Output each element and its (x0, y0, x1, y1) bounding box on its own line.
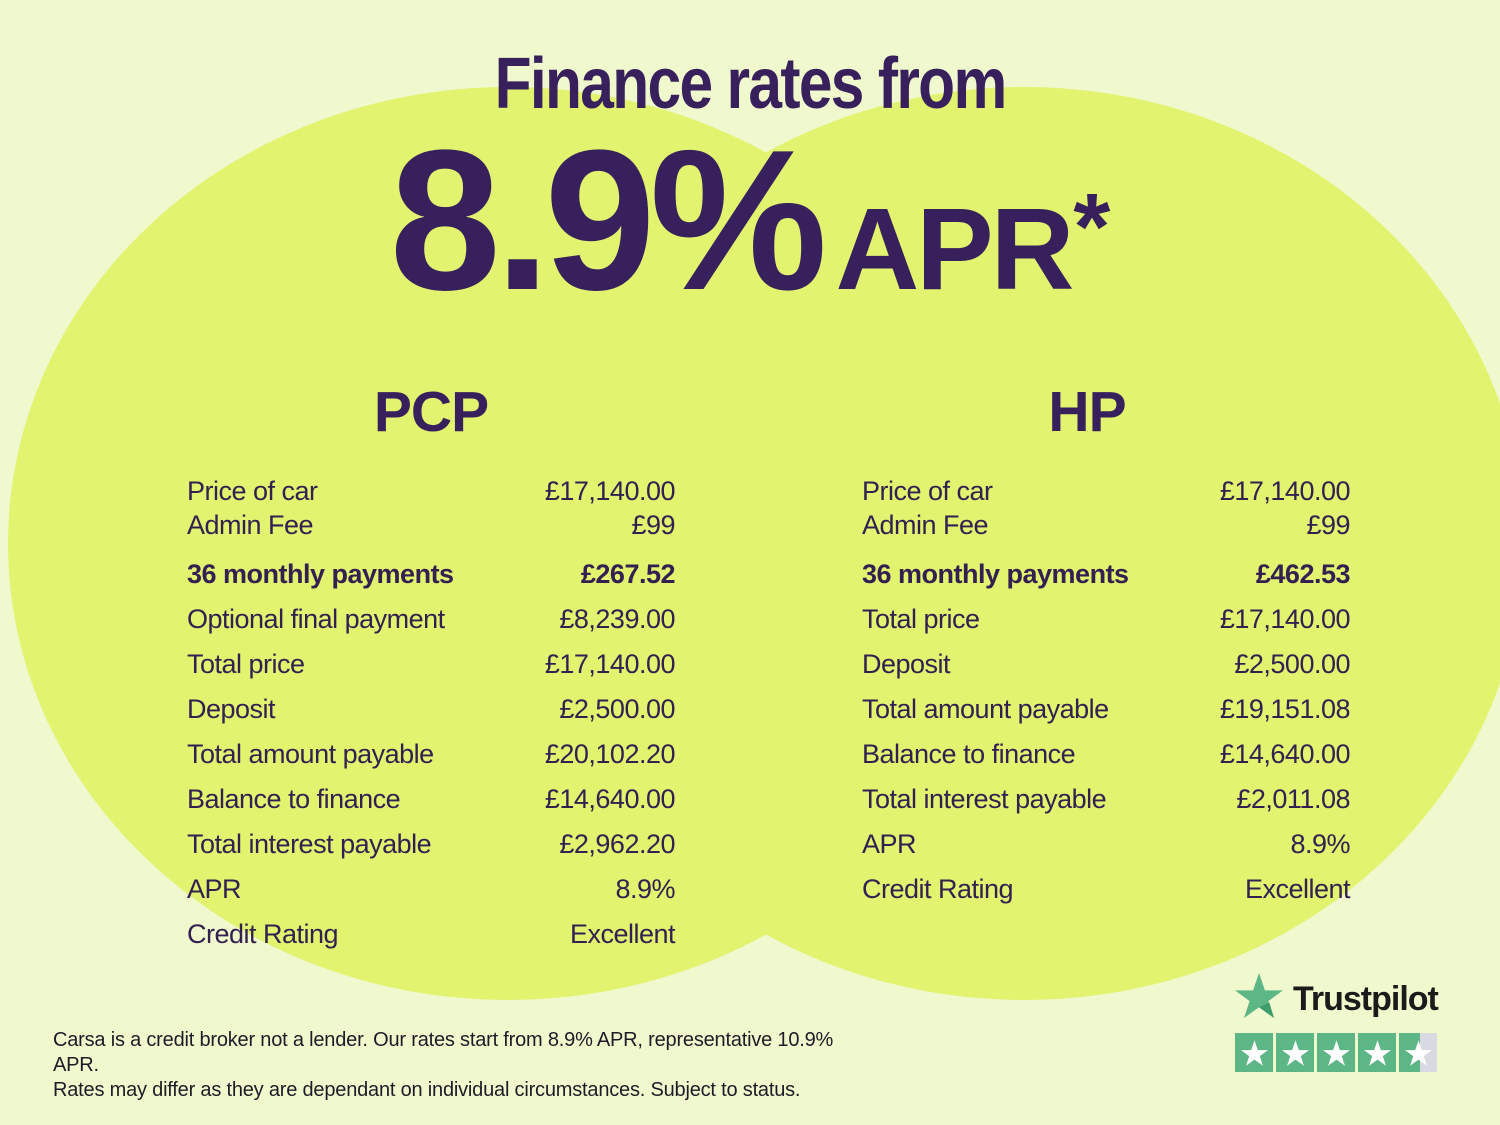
row-value: £2,500.00 (1234, 649, 1350, 679)
star-icon (1240, 1039, 1268, 1066)
table-row: Price of car £17,140.00 (187, 474, 676, 508)
row-label: Total price (187, 649, 305, 679)
table-row: Deposit £2,500.00 (187, 687, 675, 732)
pcp-column-header: PCP (373, 380, 489, 444)
row-value: £99 (1306, 509, 1350, 540)
row-label: Balance to finance (187, 784, 401, 814)
row-label: Balance to finance (862, 739, 1076, 769)
row-label: Deposit (187, 694, 276, 724)
row-value: £14,640.00 (1219, 739, 1351, 769)
hero-asterisk: * (1073, 174, 1111, 280)
star-icon (1404, 1039, 1432, 1066)
row-value: 8.9% (1290, 829, 1350, 859)
row-label: APR (187, 874, 242, 904)
row-label: APR (862, 829, 917, 859)
row-label: Admin Fee (187, 509, 314, 540)
row-label: Optional final payment (187, 604, 445, 634)
trustpilot-logo: Trustpilot (1235, 973, 1439, 1018)
row-value: £17,140.00 (1219, 604, 1351, 634)
table-row: Credit Rating Excellent (187, 912, 676, 957)
table-row: 36 monthly payments £267.52 (187, 552, 676, 597)
row-label: Total interest payable (862, 784, 1107, 814)
table-row: Deposit £2,500.00 (862, 642, 1350, 687)
rating-star-box (1317, 1033, 1355, 1072)
background-circle-right (524, 87, 1500, 1000)
row-value: £99 (631, 509, 675, 540)
row-label: Price of car (187, 475, 318, 506)
table-row: Total price £17,140.00 (862, 597, 1351, 642)
star-icon (1363, 1039, 1391, 1066)
page-title-text: Finance rates from (494, 44, 1008, 124)
row-value: £20,102.20 (544, 739, 676, 769)
row-value: 8.9% (615, 874, 675, 904)
trustpilot-wordmark: Trustpilot (1293, 980, 1439, 1018)
rating-star-box (1235, 1033, 1273, 1072)
row-label: 36 monthly payments (862, 559, 1129, 589)
row-label: 36 monthly payments (187, 559, 454, 589)
table-row: Balance to finance £14,640.00 (862, 732, 1351, 777)
row-label: Deposit (862, 649, 951, 679)
row-label: Price of car (862, 475, 993, 506)
table-row: Total interest payable £2,011.08 (862, 777, 1350, 822)
rating-star-box-half (1399, 1033, 1437, 1072)
row-value: £17,140.00 (544, 649, 676, 679)
table-row: Total amount payable £20,102.20 (187, 732, 676, 777)
table-row: Credit Rating Excellent (862, 867, 1351, 912)
row-value: £14,640.00 (544, 784, 676, 814)
row-value: £19,151.08 (1219, 694, 1351, 724)
table-row: Price of car £17,140.00 (862, 474, 1351, 508)
row-label: Credit Rating (187, 919, 339, 949)
table-row: Balance to finance £14,640.00 (187, 777, 676, 822)
row-value: Excellent (569, 919, 676, 949)
table-row: Admin Fee £99 (862, 508, 1350, 542)
table-row: Total price £17,140.00 (187, 642, 676, 687)
table-row: Total amount payable £19,151.08 (862, 687, 1351, 732)
row-label: Admin Fee (862, 509, 989, 540)
row-label: Credit Rating (862, 874, 1014, 904)
row-value: £267.52 (580, 559, 676, 589)
star-icon (1322, 1039, 1350, 1066)
row-label: Total amount payable (862, 694, 1109, 724)
page-title: Finance rates from (0, 48, 1500, 120)
legal-disclaimer-line1: Carsa is a credit broker not a lender. O… (53, 1029, 834, 1076)
row-value: £2,011.08 (1236, 784, 1350, 814)
pcp-table: Price of car £17,140.00 Admin Fee £99 36 m… (187, 474, 676, 957)
row-value: £2,962.20 (559, 829, 675, 859)
row-value: £462.53 (1255, 559, 1351, 589)
table-row: Total interest payable £2,962.20 (187, 822, 675, 867)
row-label: Total amount payable (187, 739, 434, 769)
table-row: 36 monthly payments £462.53 (862, 552, 1351, 597)
trustpilot-star-icon (1235, 973, 1283, 1018)
table-row: Admin Fee £99 (187, 508, 675, 542)
legal-disclaimer: Carsa is a credit broker not a lender. O… (53, 1028, 873, 1103)
row-value: £17,140.00 (544, 475, 676, 506)
trustpilot-rating-stars (1235, 1033, 1437, 1072)
table-row: Optional final payment £8,239.00 (187, 597, 675, 642)
rating-star-box (1276, 1033, 1314, 1072)
row-value: £2,500.00 (559, 694, 675, 724)
row-value: Excellent (1244, 874, 1351, 904)
table-row: APR 8.9% (187, 867, 675, 912)
hero-rate-block: 8.9% APR* (0, 121, 1500, 321)
star-icon (1281, 1039, 1309, 1066)
rating-star-box (1358, 1033, 1396, 1072)
legal-disclaimer-line2: Rates may differ as they are dependant o… (53, 1079, 801, 1101)
row-value: £17,140.00 (1219, 475, 1351, 506)
row-value: £8,239.00 (559, 604, 675, 634)
table-row: APR 8.9% (862, 822, 1350, 867)
hp-column-header: HP (1048, 380, 1126, 444)
hero-rate-value: 8.9% (389, 109, 828, 332)
hero-apr-label: APR (835, 184, 1074, 314)
row-label: Total price (862, 604, 980, 634)
row-label: Total interest payable (187, 829, 432, 859)
hp-table: Price of car £17,140.00 Admin Fee £99 36 m… (862, 474, 1351, 912)
